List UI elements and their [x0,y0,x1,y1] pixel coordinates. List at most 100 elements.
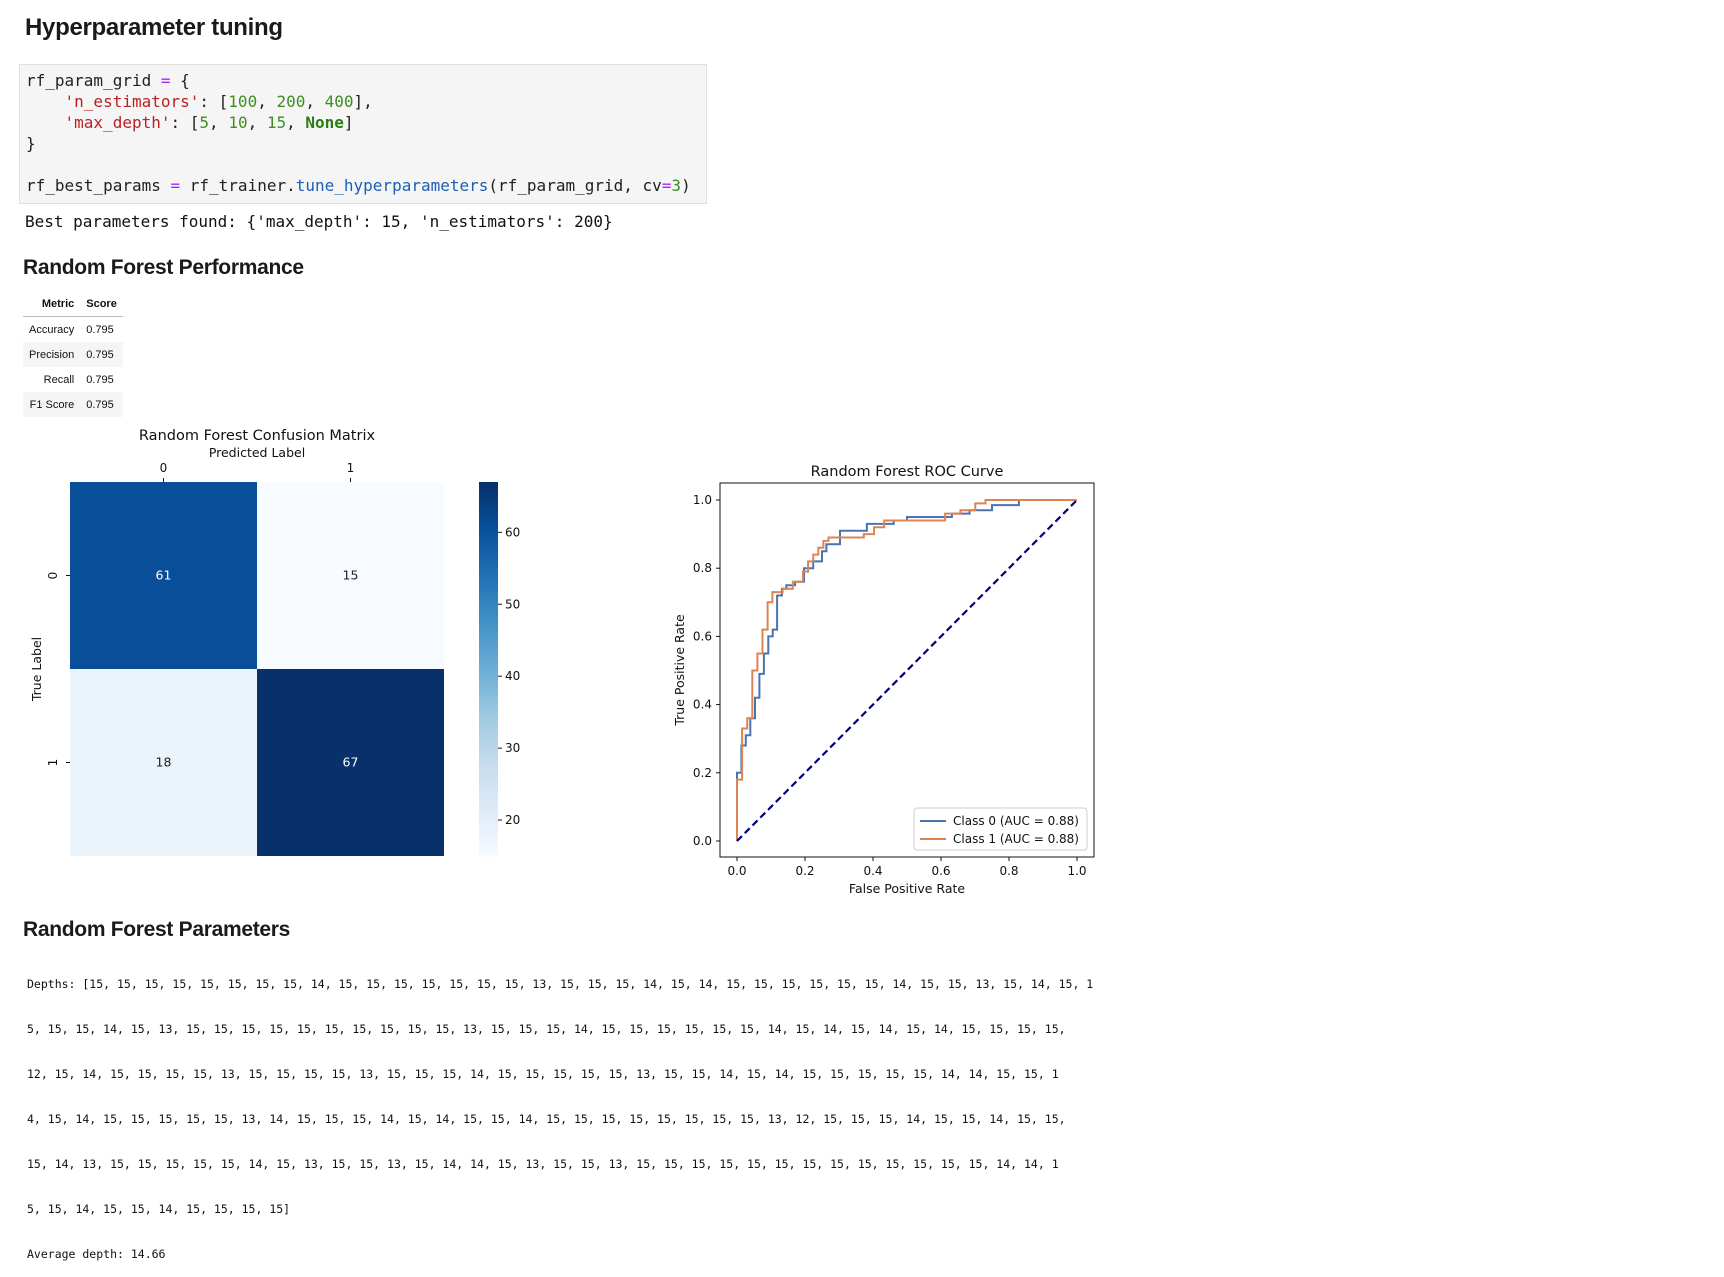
colorbar-segment [479,820,498,823]
colorbar-segment [479,700,498,703]
colorbar-segment [479,782,498,785]
colorbar-segment [479,570,498,573]
colorbar-segment [479,526,498,529]
colorbar-segment [479,620,498,623]
colorbar-segment [479,514,498,517]
colorbar-segment [479,656,498,659]
colorbar-segment [479,776,498,779]
colorbar-segment [479,808,498,811]
colorbar-segment [479,568,498,571]
y-tick-label: 0.0 [693,834,712,848]
colorbar-segment [479,604,498,607]
code-token: 5 [199,113,210,132]
colorbar-segment [479,520,498,523]
legend-label: Class 0 (AUC = 0.88) [953,814,1079,828]
colorbar-segment [479,610,498,613]
colorbar-segment [479,572,498,575]
colorbar-segment [479,830,498,833]
colorbar-segment [479,698,498,701]
colorbar-segment [479,750,498,753]
colorbar-segment [479,522,498,525]
colorbar-segment [479,510,498,513]
colorbar-segment [479,804,498,807]
x-tick-label: 0 [160,461,168,475]
code-token: (rf_param_grid, cv [488,176,662,195]
colorbar-tick-label: 40 [505,669,520,683]
metric-cell: Accuracy [29,323,75,336]
colorbar-segment [479,660,498,663]
score-cell: 0.795 [80,392,123,417]
colorbar-segment [479,832,498,835]
colorbar-segment [479,582,498,585]
colorbar-segment [479,688,498,691]
code-token: 'max_depth' [64,113,171,132]
heatmap-cell [70,669,257,856]
colorbar-segment [479,712,498,715]
y-tick-label: 0 [46,572,60,580]
colorbar-segment [479,490,498,493]
colorbar-segment [479,824,498,827]
colorbar-segment [479,670,498,673]
colorbar-segment [479,788,498,791]
colorbar-segment [479,528,498,531]
x-tick-label: 0.2 [795,864,814,878]
colorbar-segment [479,742,498,745]
colorbar-segment [479,678,498,681]
colorbar-segment [479,746,498,749]
colorbar-segment [479,718,498,721]
colorbar-segment [479,636,498,639]
colorbar-segment [479,800,498,803]
colorbar-segment [479,576,498,579]
colorbar-segment [479,618,498,621]
colorbar-segment [479,600,498,603]
colorbar-segment [479,532,498,535]
score-cell: 0.795 [86,373,114,386]
colorbar-segment [479,592,498,595]
colorbar-segment [479,630,498,633]
colorbar-segment [479,508,498,511]
colorbar-segment [479,740,498,743]
metrics-table: Metric Score Accuracy 0.795 Precision 0.… [23,291,123,417]
colorbar-segment [479,784,498,787]
colorbar-segment [479,628,498,631]
colorbar-segment [479,814,498,817]
colorbar-segment [479,848,498,851]
colorbar-segment [479,562,498,565]
colorbar-segment [479,640,498,643]
colorbar-segment [479,774,498,777]
colorbar-segment [479,634,498,637]
section-heading-tuning: Hyperparameter tuning [25,14,283,41]
code-token: = [151,71,181,90]
output-line: Average depth: 14.66 [27,1247,166,1261]
colorbar-segment [479,684,498,687]
colorbar-segment [479,786,498,789]
colorbar-segment [479,834,498,837]
roc-axes-frame [719,482,1095,858]
colorbar-segment [479,770,498,773]
colorbar-segment [479,632,498,635]
colorbar-segment [479,496,498,499]
colorbar-segment [479,598,498,601]
colorbar-segment [479,586,498,589]
roc-series-line [736,499,1077,841]
code-cell[interactable]: rf_param_grid = { 'n_estimators': [100, … [19,64,707,204]
code-token: ], [353,92,373,111]
output-line: 12, 15, 14, 15, 15, 15, 15, 13, 15, 15, … [27,1067,1059,1081]
colorbar-segment [479,706,498,709]
colorbar-segment [479,734,498,737]
colorbar-segment [479,668,498,671]
table-row: Precision 0.795 [23,342,123,367]
x-tick-label: 0.8 [999,864,1018,878]
colorbar-segment [479,766,498,769]
colorbar-segment [479,666,498,669]
colorbar-segment [479,486,498,489]
code-token: : [ [170,113,200,132]
colorbar-segment [479,554,498,557]
colorbar-segment [479,772,498,775]
y-tick-label: 1.0 [693,493,712,507]
colorbar-segment [479,594,498,597]
output-line: 15, 14, 13, 15, 15, 15, 15, 15, 14, 15, … [27,1157,1059,1171]
colorbar-segment [479,680,498,683]
colorbar-segment [479,696,498,699]
colorbar-segment [479,622,498,625]
